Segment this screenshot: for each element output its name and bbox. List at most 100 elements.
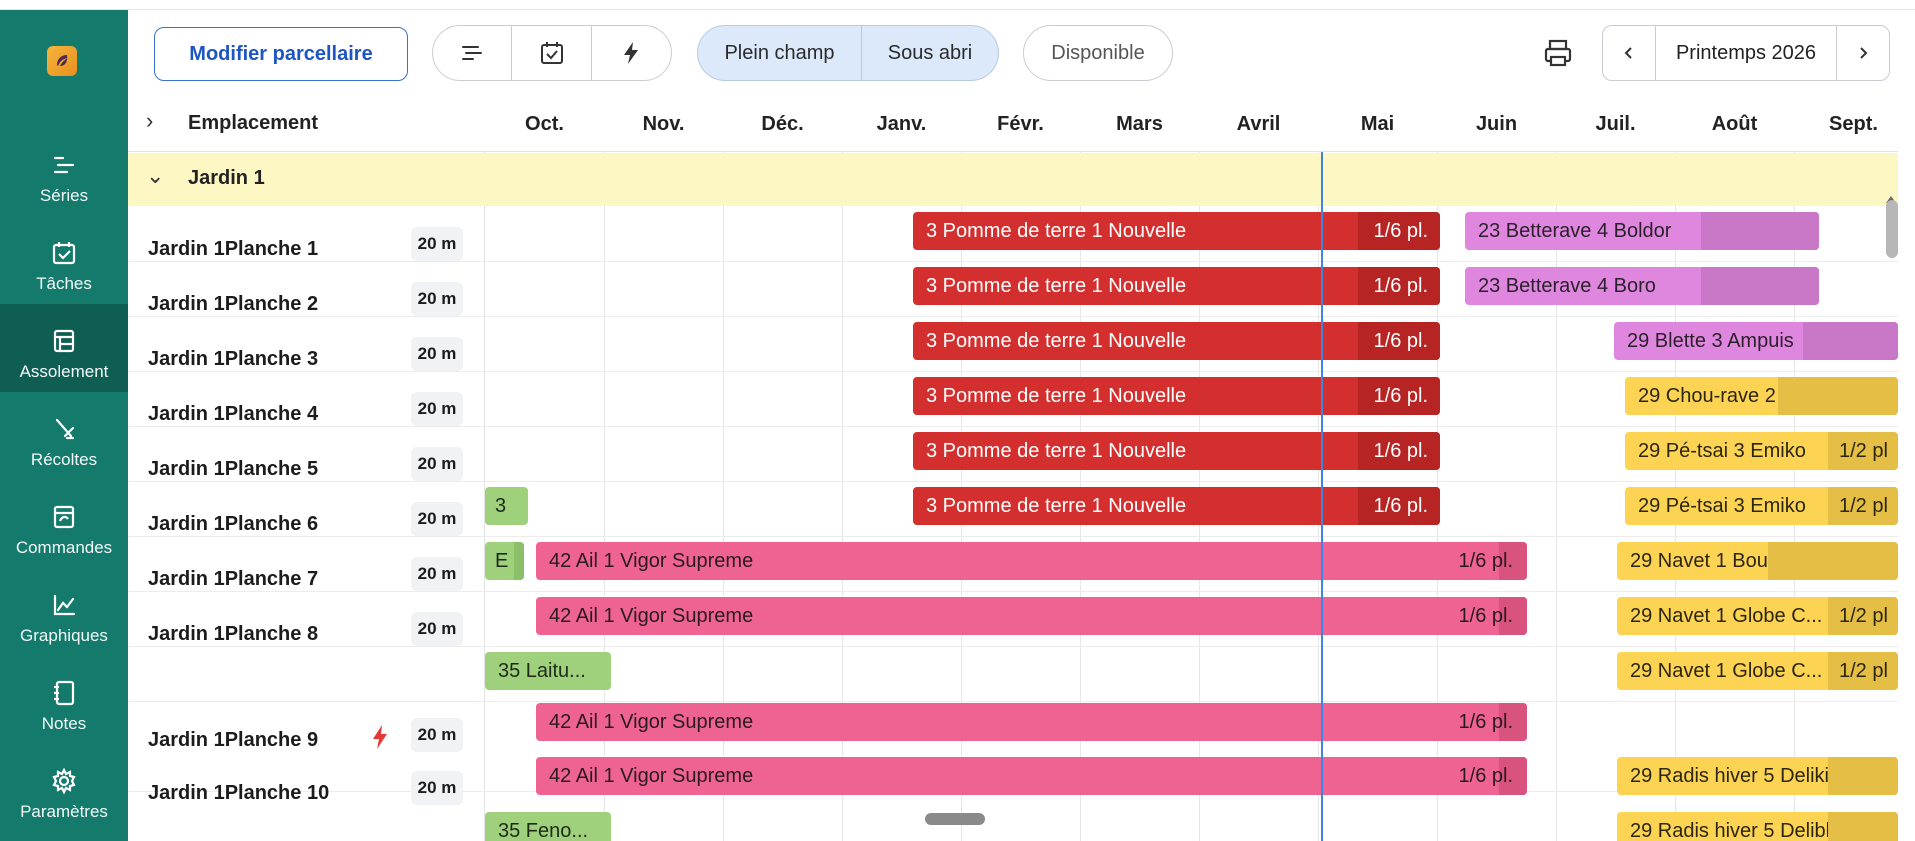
crop-bar[interactable]: 29 Radis hiver 5 Deliblue	[1617, 812, 1898, 841]
crop-label: 23 Betterave 4 Boldor	[1478, 219, 1672, 242]
crop-bar[interactable]: 42 Ail 1 Vigor Supreme 1/6 pl.	[536, 757, 1527, 795]
row-label[interactable]: Jardin 1Planche 10	[148, 782, 330, 804]
crop-label: 29 Blette 3 Ampuis	[1627, 329, 1794, 352]
crop-label: 42 Ail 1 Vigor Supreme	[549, 549, 754, 572]
crop-label: 29 Pé-tsai 3 Emiko	[1638, 439, 1806, 462]
month-divider	[1556, 96, 1557, 841]
toggle-sous-abri[interactable]: Sous abri	[887, 41, 973, 64]
month-header: Août	[1711, 112, 1758, 135]
crop-share: 1/6 pl.	[1358, 377, 1440, 415]
row-label[interactable]: Jardin 1Planche 2	[148, 293, 319, 315]
row-label[interactable]: Jardin 1Planche 4	[148, 403, 319, 425]
crop-share: 1/6 pl.	[1458, 710, 1513, 733]
print-icon[interactable]	[1541, 36, 1575, 70]
row-label[interactable]: Jardin 1Planche 9	[148, 729, 319, 751]
next-period-button[interactable]	[1837, 26, 1889, 80]
month-header: Janv.	[876, 112, 927, 135]
crop-label: 29 Radis hiver 5 Deliblue	[1630, 819, 1853, 841]
month-header: Déc.	[761, 112, 804, 135]
grid-header: › Emplacement Oct. Nov. Déc. Janv. Févr.…	[128, 96, 1898, 152]
quick-action-button[interactable]	[592, 26, 671, 80]
scroll-up-icon[interactable]	[1886, 196, 1896, 203]
previous-period-button[interactable]	[1603, 26, 1655, 80]
sidebar-item-notes[interactable]: Notes	[0, 656, 128, 744]
row-size: 20 m	[411, 718, 463, 752]
crop-bar[interactable]: 42 Ail 1 Vigor Supreme 1/6 pl.	[536, 703, 1527, 741]
month-header: Févr.	[997, 112, 1044, 135]
crop-label: 42 Ail 1 Vigor Supreme	[549, 764, 754, 787]
crop-bar[interactable]: 29 Blette 3 Ampuis	[1614, 322, 1898, 360]
row-size: 20 m	[411, 612, 463, 646]
sidebar-item-label: Paramètres	[20, 802, 108, 821]
chevron-down-icon[interactable]: ⌄	[146, 163, 165, 188]
crop-bar[interactable]: 3 Pomme de terre 1 Nouvelle 1/6 pl.	[913, 267, 1440, 305]
calendar-button[interactable]	[512, 26, 592, 80]
crop-bar[interactable]: 3 Pomme de terre 1 Nouvelle 1/6 pl.	[913, 377, 1440, 415]
available-button[interactable]: Disponible	[1023, 25, 1173, 81]
row-size: 20 m	[411, 227, 463, 261]
row-label[interactable]: Jardin 1Planche 6	[148, 513, 319, 535]
sidebar-item-series[interactable]: Séries	[0, 128, 128, 216]
harvest-icon	[55, 418, 75, 440]
sidebar-item-commandes[interactable]: Commandes	[0, 480, 128, 568]
crop-bar[interactable]: 29 Pé-tsai 3 Emiko 1/2 pl	[1625, 432, 1898, 470]
field-type-toggle: Plein champ Sous abri	[697, 25, 999, 81]
period-label: Printemps 2026	[1655, 26, 1837, 80]
crop-bar[interactable]: 29 Radis hiver 5 Deliking	[1617, 757, 1898, 795]
month-header: Mai	[1360, 112, 1395, 135]
crop-bar[interactable]: 3 Pomme de terre 1 Nouvelle 1/6 pl.	[913, 432, 1440, 470]
crop-bar[interactable]: 3 Pomme de terre 1 Nouvelle 1/6 pl.	[913, 212, 1440, 250]
sidebar-item-graphiques[interactable]: Graphiques	[0, 568, 128, 656]
sidebar-item-assolement[interactable]: Assolement	[0, 304, 128, 392]
crop-share-fill	[1828, 757, 1898, 795]
sidebar-item-label: Notes	[41, 714, 87, 733]
sidebar: Séries Tâches Assolement Récoltes Comman…	[0, 10, 128, 841]
location-header[interactable]: › Emplacement	[128, 96, 485, 152]
row-label[interactable]: Jardin 1Planche 3	[148, 348, 319, 370]
crop-share: 1/2 pl	[1828, 432, 1898, 470]
vertical-scrollbar[interactable]	[1886, 200, 1898, 258]
month-divider	[723, 96, 724, 841]
crop-bar[interactable]: 35 Feno...	[485, 812, 611, 841]
crop-bar[interactable]: 29 Navet 1 Globe C... 1/2 pl	[1617, 652, 1898, 690]
chevron-left-icon	[1624, 47, 1632, 59]
settings-icon	[52, 767, 76, 795]
crop-bar[interactable]: 29 Pé-tsai 3 Emiko 1/2 pl	[1625, 487, 1898, 525]
sidebar-item-recoltes[interactable]: Récoltes	[0, 392, 128, 480]
crop-bar[interactable]: E	[485, 542, 524, 580]
sidebar-item-tasks[interactable]: Tâches	[0, 216, 128, 304]
charts-icon	[53, 594, 76, 616]
row-label[interactable]: Jardin 1Planche 1	[148, 238, 319, 260]
crop-bar[interactable]: 29 Chou-rave 2 Korist	[1625, 377, 1898, 415]
crop-bar[interactable]: 35 Laitu...	[485, 652, 611, 690]
month-header: Oct.	[525, 112, 564, 135]
crop-bar[interactable]: 29 Navet 1 Boule d'or	[1617, 542, 1898, 580]
toggle-plein-champ[interactable]: Plein champ	[698, 26, 862, 80]
sidebar-item-parametres[interactable]: Paramètres	[0, 744, 128, 832]
month-header: Mars	[1116, 112, 1163, 135]
crop-bar[interactable]: 23 Betterave 4 Boro	[1465, 267, 1819, 305]
app-logo[interactable]	[47, 46, 77, 76]
crop-bar[interactable]: 3 Pomme de terre 1 Nouvelle 1/6 pl.	[913, 487, 1440, 525]
crop-bar[interactable]: 23 Betterave 4 Boldor	[1465, 212, 1819, 250]
horizontal-scroll-handle[interactable]	[925, 813, 985, 825]
crop-bar[interactable]: 3 Pomme de terre 1 Nouvelle 1/6 pl.	[913, 322, 1440, 360]
crop-bar[interactable]: 42 Ail 1 Vigor Supreme 1/6 pl.	[536, 542, 1527, 580]
group-row[interactable]: ⌄ Jardin 1	[128, 153, 1898, 206]
crop-label: 3 Pomme de terre 1 Nouvelle	[926, 384, 1187, 407]
crop-bar[interactable]: 42 Ail 1 Vigor Supreme 1/6 pl.	[536, 597, 1527, 635]
crop-share: 1/6 pl.	[1458, 604, 1513, 627]
filter-button[interactable]	[433, 26, 513, 80]
month-header: Nov.	[642, 112, 685, 135]
crop-share-fill	[1701, 212, 1819, 250]
crop-bar[interactable]: 3	[485, 487, 528, 525]
row-label[interactable]: Jardin 1Planche 8	[148, 623, 319, 645]
modify-plots-button[interactable]: Modifier parcellaire	[154, 27, 408, 81]
row-label[interactable]: Jardin 1Planche 7	[148, 568, 319, 590]
expand-all-icon[interactable]: ›	[146, 108, 154, 133]
top-strip	[0, 0, 1915, 10]
crop-label: 23 Betterave 4 Boro	[1478, 274, 1656, 297]
crop-bar[interactable]: 29 Navet 1 Globe C... 1/2 pl	[1617, 597, 1898, 635]
row-label[interactable]: Jardin 1Planche 5	[148, 458, 319, 480]
crop-share-fill	[1499, 703, 1527, 741]
